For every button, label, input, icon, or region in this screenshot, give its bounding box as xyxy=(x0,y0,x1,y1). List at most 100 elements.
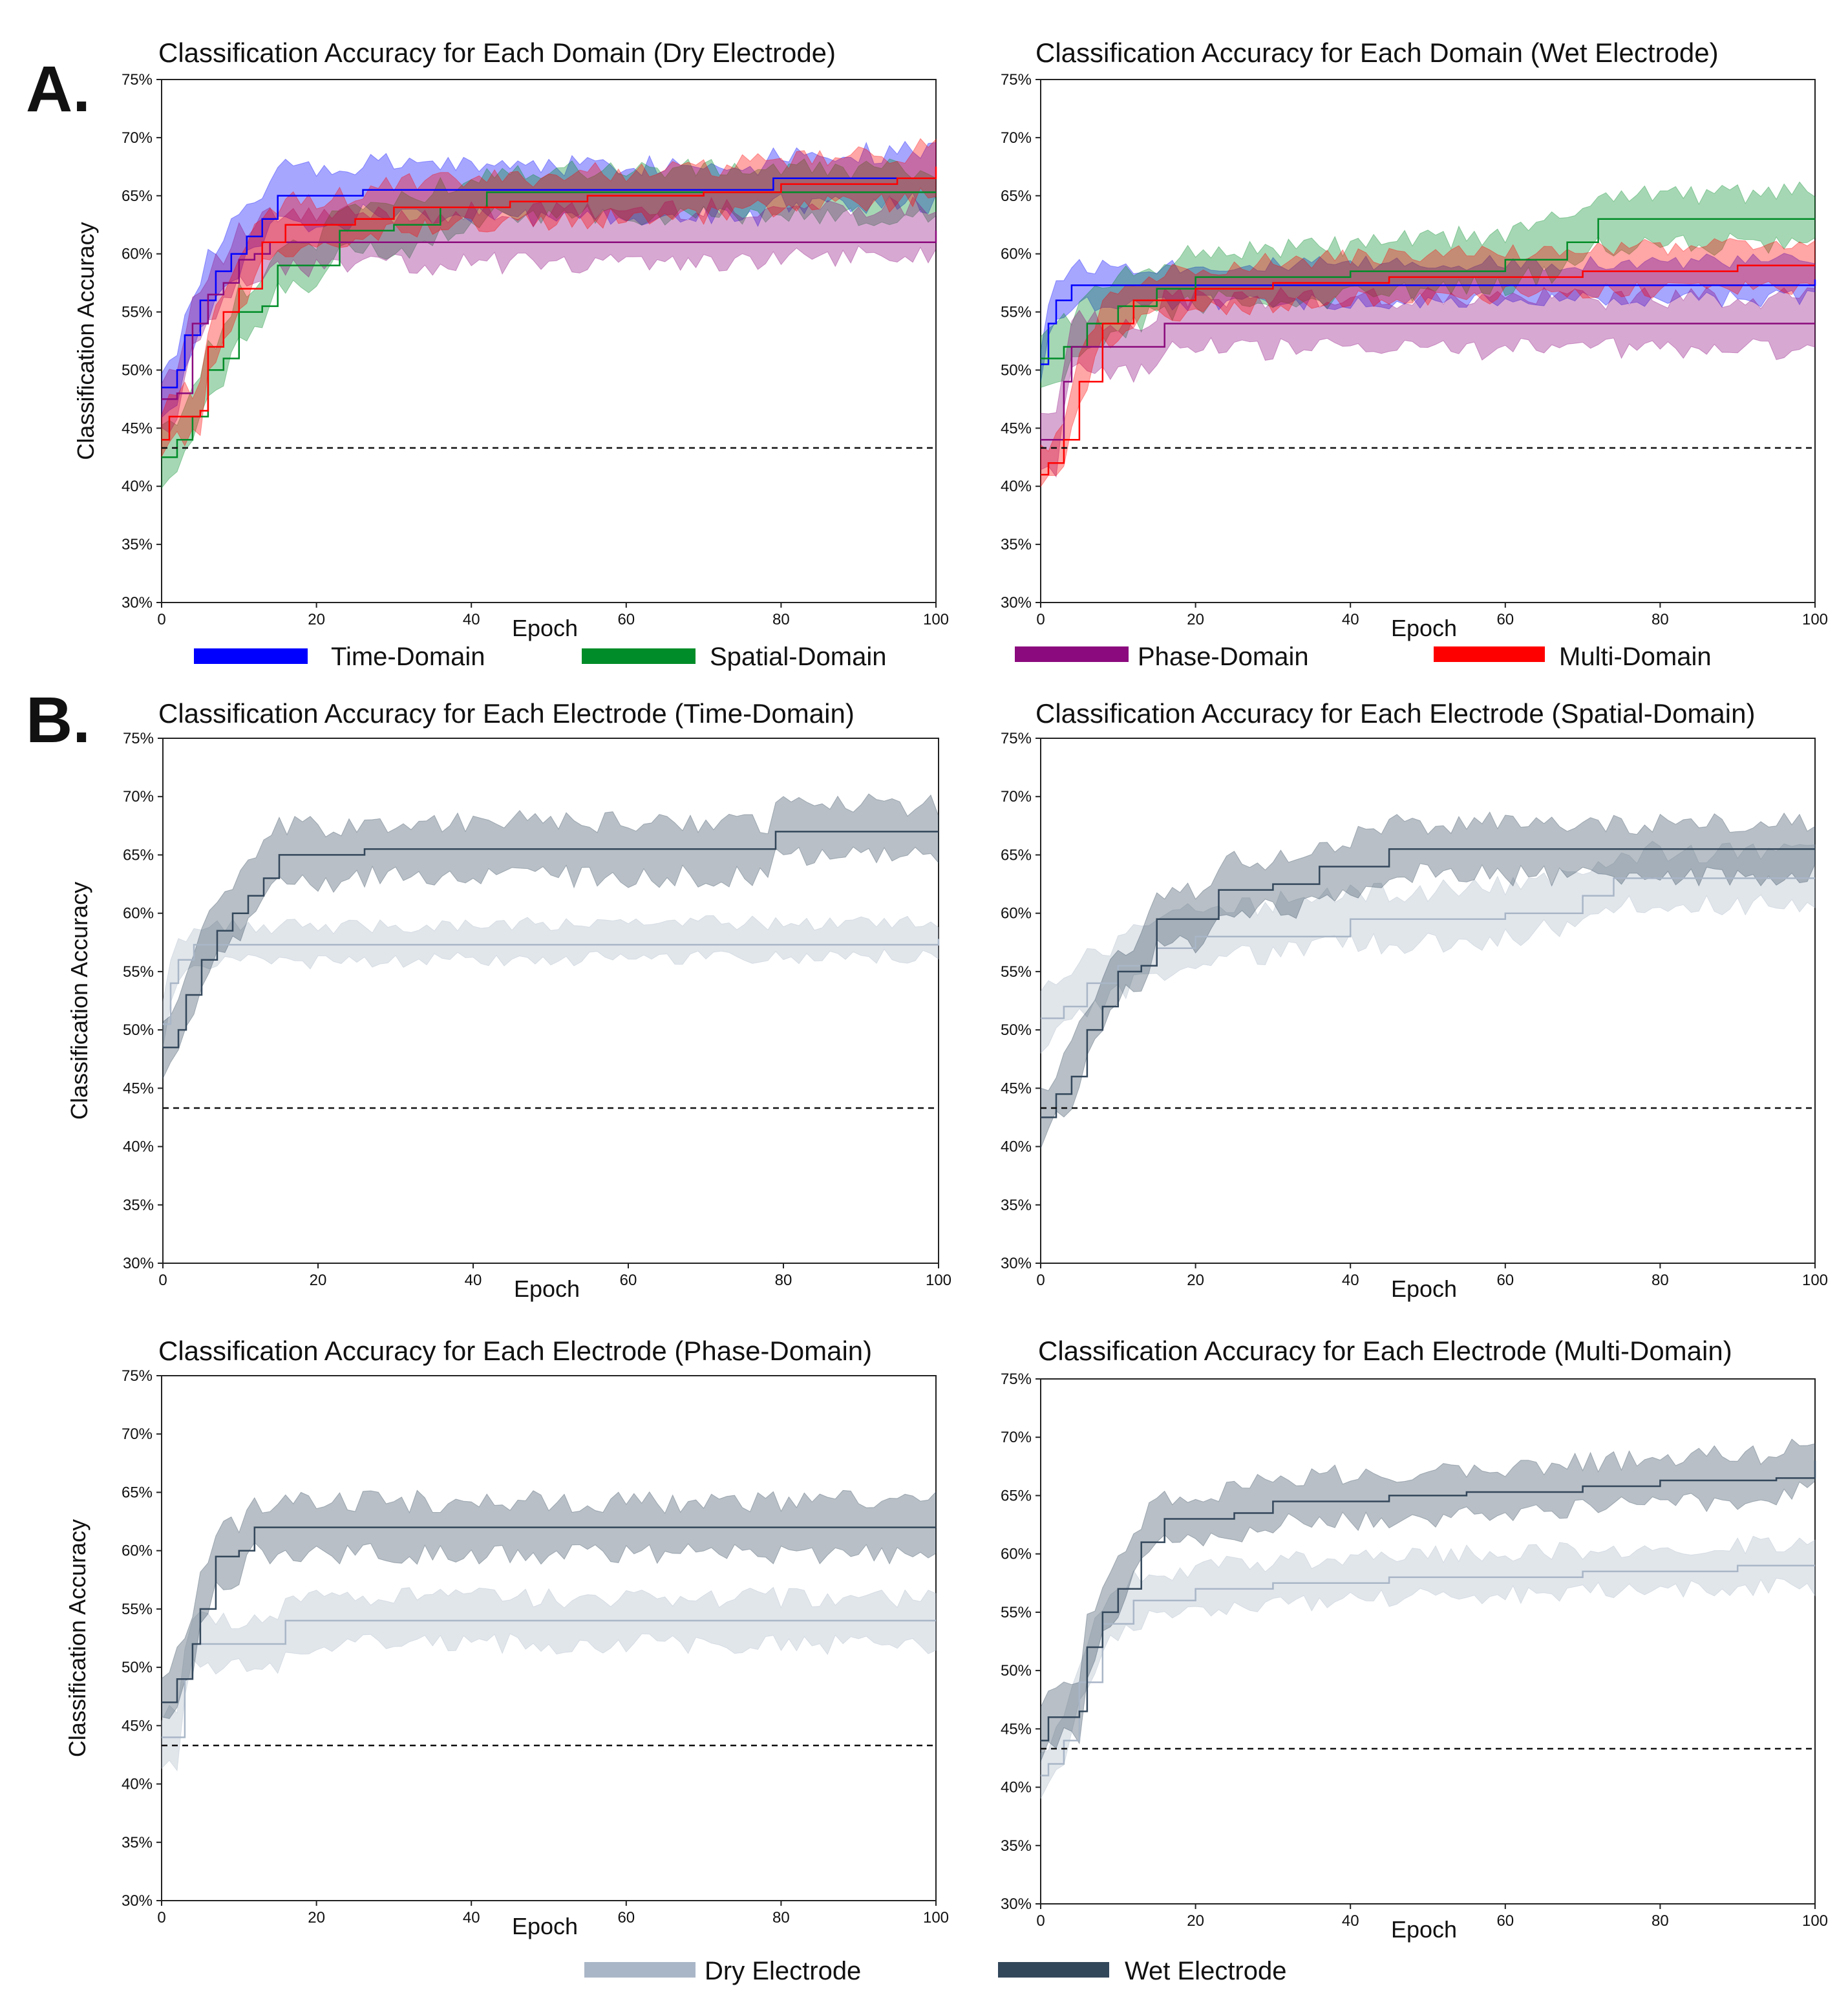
series-line-time-domain xyxy=(1041,279,1816,365)
y-tick-label: 55% xyxy=(1001,963,1032,981)
y-tick-label: 50% xyxy=(1001,1021,1032,1039)
y-tick-label: 60% xyxy=(122,1542,153,1560)
confidence-band-dry-electrode xyxy=(1040,1535,1816,1799)
y-tick-label: 60% xyxy=(122,246,153,263)
legend-swatch-spatial xyxy=(582,648,696,664)
y-tick-label: 65% xyxy=(1001,187,1032,205)
chart-electrodes-phase: Classification Accuracy for Each Electro… xyxy=(64,1336,949,1939)
y-axis-label: Classification Accuracy xyxy=(64,1519,90,1757)
x-tick-label: 0 xyxy=(1036,1272,1045,1289)
y-tick-label: 60% xyxy=(1001,246,1032,263)
y-tick-label: 65% xyxy=(122,1484,153,1501)
y-tick-label: 60% xyxy=(1001,1546,1032,1563)
y-tick-label: 70% xyxy=(122,129,153,147)
x-tick-label: 40 xyxy=(1342,1912,1359,1930)
y-tick-label: 65% xyxy=(1001,846,1032,864)
y-tick-label: 70% xyxy=(122,1425,153,1443)
x-tick-label: 100 xyxy=(923,611,949,628)
y-tick-label: 65% xyxy=(123,846,154,864)
y-tick-label: 35% xyxy=(1001,1837,1032,1855)
legend-swatch-multi xyxy=(1434,646,1545,662)
y-tick-label: 55% xyxy=(1001,304,1032,321)
x-tick-label: 100 xyxy=(1802,1272,1828,1289)
x-tick-label: 100 xyxy=(1802,611,1828,628)
plot-frame xyxy=(1040,738,1816,1264)
chart-title: Classification Accuracy for Each Electro… xyxy=(1036,698,1755,729)
confidence-band-multi-domain xyxy=(1040,238,1816,488)
y-tick-label: 45% xyxy=(1001,420,1032,437)
x-tick-label: 40 xyxy=(1342,1272,1359,1289)
x-tick-label: 40 xyxy=(463,1909,480,1926)
y-tick-label: 70% xyxy=(1001,788,1032,806)
legend-label-dry: Dry Electrode xyxy=(705,1957,861,1985)
legend-swatch-time xyxy=(194,648,308,664)
plot-frame xyxy=(161,1375,937,1901)
y-tick-label: 50% xyxy=(1001,361,1032,379)
plot-frame xyxy=(162,738,939,1264)
x-tick-label: 80 xyxy=(1652,1272,1669,1289)
x-tick-label: 60 xyxy=(1496,1912,1514,1930)
y-tick-label: 30% xyxy=(1001,1255,1032,1272)
confidence-band-dry-electrode xyxy=(161,1586,937,1772)
x-axis-label: Epoch xyxy=(512,615,578,641)
x-axis-label: Epoch xyxy=(512,1913,578,1939)
y-tick-label: 45% xyxy=(1001,1080,1032,1097)
y-tick-label: 50% xyxy=(122,361,153,379)
y-tick-label: 30% xyxy=(1001,594,1032,612)
confidence-band-wet-electrode xyxy=(162,793,939,1079)
y-tick-label: 45% xyxy=(123,1080,154,1097)
plot-frame xyxy=(1040,79,1816,603)
x-tick-label: 60 xyxy=(617,1909,635,1926)
y-tick-label: 75% xyxy=(122,71,153,89)
y-tick-label: 55% xyxy=(122,304,153,321)
x-tick-label: 60 xyxy=(617,611,635,628)
chart-electrodes-time: Classification Accuracy for Each Electro… xyxy=(66,698,951,1302)
confidence-band-phase-domain xyxy=(1040,286,1816,478)
y-tick-label: 55% xyxy=(122,1601,153,1618)
chart-electrodes-multi: Classification Accuracy for Each Electro… xyxy=(1001,1336,1828,1943)
y-tick-label: 35% xyxy=(1001,536,1032,553)
x-tick-label: 20 xyxy=(310,1272,327,1289)
x-tick-label: 20 xyxy=(308,1909,325,1926)
legend-swatch-phase xyxy=(1015,646,1129,662)
chart-electrodes-spatial: Classification Accuracy for Each Electro… xyxy=(1001,698,1828,1302)
series-line-wet-electrode xyxy=(1041,848,1815,1118)
y-axis-label: Classification Accuracy xyxy=(66,882,92,1120)
x-tick-label: 100 xyxy=(926,1272,951,1289)
y-tick-label: 55% xyxy=(123,963,154,981)
series-line-dry-electrode xyxy=(1041,877,1815,1019)
chart-domains-dry: Classification Accuracy for Each Domain … xyxy=(72,37,949,641)
confidence-band-dry-electrode xyxy=(162,915,939,1049)
chart-title: Classification Accuracy for Each Electro… xyxy=(1038,1336,1732,1366)
series-line-dry-electrode xyxy=(1041,1564,1815,1777)
y-tick-label: 55% xyxy=(1001,1604,1032,1621)
y-tick-label: 30% xyxy=(122,594,153,612)
y-tick-label: 50% xyxy=(122,1659,153,1676)
confidence-band-phase-domain xyxy=(161,196,937,434)
legend-label-time: Time-Domain xyxy=(331,643,485,671)
legend-label-wet: Wet Electrode xyxy=(1125,1957,1287,1985)
chart-domains-wet: Classification Accuracy for Each Domain … xyxy=(1001,37,1828,641)
y-tick-label: 40% xyxy=(122,1776,153,1793)
confidence-band-wet-electrode xyxy=(1040,811,1816,1149)
x-tick-label: 80 xyxy=(1652,611,1669,628)
y-tick-label: 65% xyxy=(122,187,153,205)
confidence-band-dry-electrode xyxy=(1040,840,1816,1054)
series-line-wet-electrode xyxy=(1041,1460,1816,1742)
panel-label-a: A. xyxy=(26,53,90,125)
y-tick-label: 75% xyxy=(1001,730,1032,747)
x-tick-label: 40 xyxy=(1342,611,1359,628)
confidence-band-multi-domain xyxy=(161,138,937,457)
y-tick-label: 75% xyxy=(123,730,154,747)
series-line-phase-domain xyxy=(1041,323,1815,441)
legend-label-spatial: Spatial-Domain xyxy=(710,643,886,671)
x-tick-label: 80 xyxy=(772,611,790,628)
y-tick-label: 75% xyxy=(122,1367,153,1385)
x-axis-label: Epoch xyxy=(1391,615,1457,641)
x-tick-label: 60 xyxy=(1496,1272,1514,1289)
y-tick-label: 40% xyxy=(1001,1138,1032,1156)
y-tick-label: 50% xyxy=(1001,1662,1032,1680)
x-tick-label: 60 xyxy=(1496,611,1514,628)
x-tick-label: 80 xyxy=(772,1909,790,1926)
